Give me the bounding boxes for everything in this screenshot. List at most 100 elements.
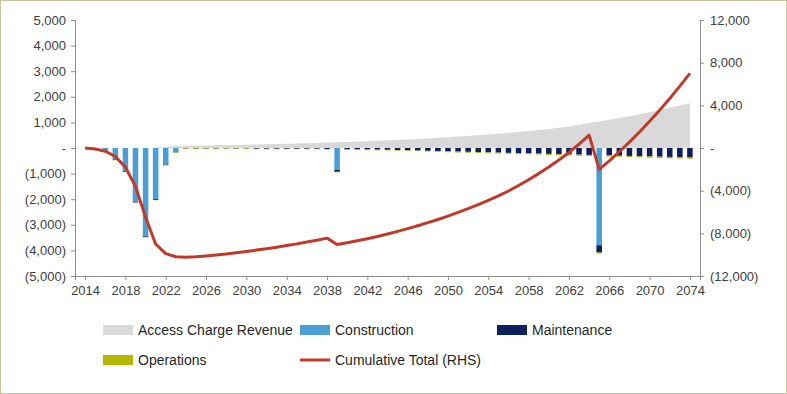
bar <box>415 150 421 152</box>
tick-mark <box>650 276 651 280</box>
bar <box>365 148 371 150</box>
bar <box>435 151 441 153</box>
tick-label: 8,000 <box>710 55 743 70</box>
bar <box>193 148 199 150</box>
bar <box>163 164 169 166</box>
bar <box>254 148 260 150</box>
tick-label: (12,000) <box>710 269 758 284</box>
tick: 2030 <box>232 276 261 298</box>
bar <box>294 148 300 150</box>
tick: 2050 <box>434 276 463 298</box>
line <box>85 73 690 257</box>
bar <box>203 148 209 150</box>
legend-label: Maintenance <box>532 322 612 338</box>
bar <box>627 156 633 157</box>
bar <box>556 148 562 154</box>
bar <box>284 148 290 149</box>
bar <box>576 155 582 156</box>
tick-mark <box>700 148 704 149</box>
bar <box>657 148 663 157</box>
bar <box>657 157 663 158</box>
bar <box>677 157 683 158</box>
tick-mark <box>327 276 328 280</box>
bar <box>445 148 451 151</box>
bar <box>536 153 542 155</box>
bar <box>506 152 512 154</box>
legend-swatch <box>300 325 330 335</box>
bar <box>284 148 290 150</box>
tick: 4,000 <box>700 98 743 113</box>
bar <box>475 152 481 154</box>
bar <box>223 148 229 150</box>
tick: (3,000) <box>25 217 75 232</box>
bar <box>344 148 350 149</box>
bar <box>354 148 360 149</box>
tick-label: 2046 <box>394 283 423 298</box>
tick-label: 2022 <box>152 283 181 298</box>
bar <box>687 157 693 158</box>
tick: 2062 <box>555 276 584 298</box>
bar <box>244 148 250 150</box>
bar <box>344 148 350 149</box>
tick-label: 12,000 <box>710 13 750 28</box>
bar <box>667 157 673 158</box>
legend-label: Operations <box>138 352 206 368</box>
tick-mark <box>71 174 75 175</box>
tick-mark <box>206 276 207 280</box>
bar <box>193 148 199 150</box>
bar <box>405 150 411 152</box>
bar <box>334 171 340 173</box>
tick-mark <box>448 276 449 280</box>
bar <box>596 245 602 252</box>
bar <box>203 148 209 149</box>
bar <box>314 148 320 150</box>
bar <box>324 148 330 149</box>
tick-mark <box>71 122 75 123</box>
y2-axis: (12,000)(8,000)(4,000)-4,0008,00012,000 <box>700 13 758 284</box>
tick-mark <box>488 276 489 280</box>
tick: 2054 <box>474 276 503 298</box>
bar <box>183 148 189 150</box>
legend-item: Cumulative Total (RHS) <box>300 352 481 368</box>
tick-label: - <box>62 141 66 156</box>
bar <box>102 148 108 149</box>
legend-label: Cumulative Total (RHS) <box>335 352 481 368</box>
tick-mark <box>166 276 167 280</box>
bar <box>455 148 461 152</box>
tick: 5,000 <box>33 13 75 28</box>
tick-mark <box>71 250 75 251</box>
tick-mark <box>700 105 704 106</box>
tick: 2014 <box>71 276 100 298</box>
bar <box>244 148 250 149</box>
tick-label: 2054 <box>474 283 503 298</box>
tick-label: 2018 <box>111 283 140 298</box>
bar <box>264 148 270 149</box>
bar <box>344 149 350 151</box>
bar <box>375 149 381 151</box>
bar <box>486 148 492 152</box>
bar <box>637 148 643 156</box>
tick: (5,000) <box>25 269 75 284</box>
bar <box>274 148 280 150</box>
tick-label: (8,000) <box>710 226 751 241</box>
bar <box>546 148 552 154</box>
tick-label: 1,000 <box>33 115 66 130</box>
tick: 4,000 <box>33 38 75 53</box>
bar <box>213 148 219 150</box>
legend-swatch <box>497 325 527 335</box>
bar <box>203 148 209 150</box>
bar <box>304 148 310 150</box>
bar <box>213 148 219 150</box>
tick-label: 2062 <box>555 283 584 298</box>
bar <box>294 148 300 150</box>
bar <box>496 152 502 154</box>
bar <box>526 148 532 153</box>
tick-label: (5,000) <box>25 269 66 284</box>
tick-label: 4,000 <box>710 98 743 113</box>
tick-label: (2,000) <box>25 192 66 207</box>
tick-mark <box>71 225 75 226</box>
tick: 2022 <box>152 276 181 298</box>
bar-series <box>92 148 602 245</box>
legend: Access Charge RevenueConstructionMainten… <box>103 322 612 368</box>
tick-label: 2026 <box>192 283 221 298</box>
